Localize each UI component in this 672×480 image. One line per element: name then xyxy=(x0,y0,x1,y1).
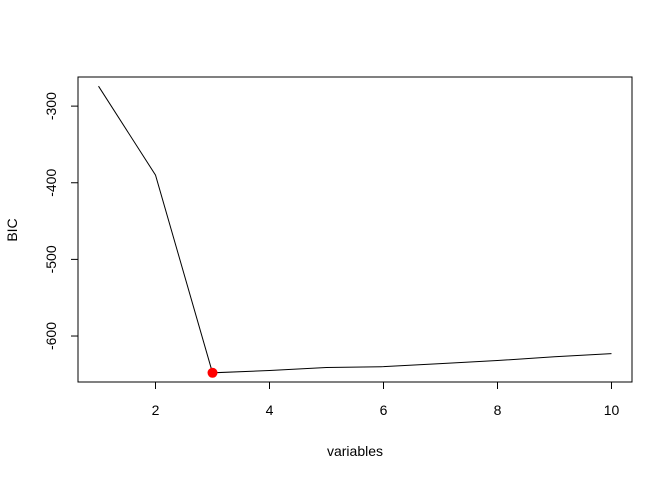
x-tick-label: 2 xyxy=(152,402,160,418)
x-tick-label: 4 xyxy=(266,402,274,418)
min-bic-point xyxy=(207,367,218,378)
x-axis: 2 4 6 8 10 xyxy=(152,381,620,418)
y-tick-label: -300 xyxy=(43,92,59,120)
x-axis-label: variables xyxy=(327,443,383,459)
plot-frame xyxy=(77,76,633,383)
y-tick-label: -600 xyxy=(43,322,59,350)
series-layer xyxy=(98,85,612,378)
y-tick-label: -500 xyxy=(43,245,59,273)
x-tick-label: 8 xyxy=(494,402,502,418)
y-axis: -300 -400 -500 -600 xyxy=(43,92,79,350)
y-tick-label: -400 xyxy=(43,169,59,197)
y-axis-label: BIC xyxy=(4,218,20,241)
series-line xyxy=(98,85,612,374)
x-tick-label: 6 xyxy=(380,402,388,418)
x-tick-label: 10 xyxy=(604,402,620,418)
